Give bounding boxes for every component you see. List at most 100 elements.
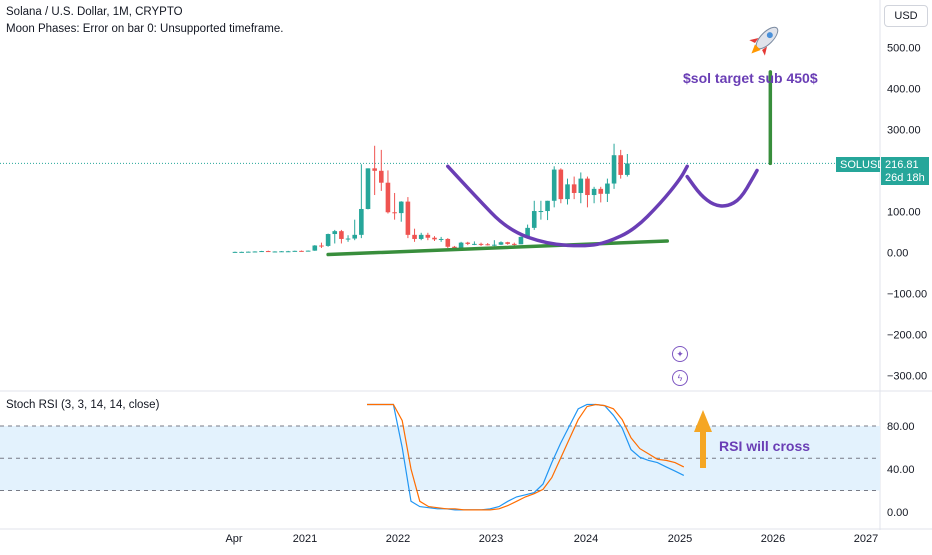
stoch-axis-label: 80.00: [887, 421, 915, 433]
candle-body: [418, 234, 424, 239]
rocket-window: [766, 32, 773, 39]
price-axis-label: 500.00: [887, 42, 921, 54]
cup-handle: [685, 168, 759, 208]
time-axis-label: 2022: [386, 533, 410, 545]
candle-body: [558, 169, 564, 200]
candle-body: [545, 200, 550, 212]
candle-body: [352, 234, 357, 239]
candle-body: [598, 188, 604, 194]
candle-body: [272, 251, 278, 253]
candle-body: [445, 238, 451, 247]
chart-title: Solana / U.S. Dollar, 1M, CRYPTO: [6, 6, 183, 18]
candle-body: [625, 163, 630, 175]
candle-body: [312, 245, 318, 251]
candle-body: [478, 243, 484, 245]
rsi-up-arrow-head: [694, 410, 712, 432]
candle-body: [246, 251, 251, 253]
candle-body: [285, 251, 291, 253]
candle-body: [299, 250, 304, 252]
sparkle-event-icon[interactable]: ✦: [672, 346, 688, 362]
candle-body: [472, 243, 477, 245]
candle-body: [372, 168, 377, 171]
rocket-fin-left: [749, 38, 759, 43]
candle-body: [239, 251, 244, 253]
time-axis-label: 2026: [761, 533, 785, 545]
price-axis-label: −200.00: [887, 330, 927, 342]
price-axis-label: −100.00: [887, 289, 927, 301]
candle-body: [525, 227, 530, 237]
currency-button[interactable]: USD: [884, 5, 928, 27]
candle-body: [605, 183, 610, 194]
lightning-event-icon[interactable]: ϟ: [672, 370, 688, 386]
candle-body: [578, 178, 584, 193]
candle-body: [452, 246, 457, 249]
candle-body: [305, 250, 311, 252]
candle-body: [505, 242, 510, 244]
rsi-up-arrow-shaft: [700, 430, 706, 468]
candle-body: [345, 238, 351, 240]
candle-body: [279, 251, 284, 253]
candle-body: [485, 244, 490, 246]
price-axis-label: 300.00: [887, 124, 921, 136]
candle-body: [379, 170, 384, 183]
candle-body: [438, 238, 444, 240]
candle-body: [611, 155, 617, 184]
candle-body: [538, 211, 544, 213]
candle-body: [565, 184, 570, 200]
candle-body: [585, 178, 590, 196]
time-axis-label: 2021: [293, 533, 317, 545]
candle-body: [465, 242, 471, 244]
candle-body: [319, 245, 324, 247]
price-axis-label: −300.00: [887, 371, 927, 383]
candle-body: [392, 212, 397, 214]
time-axis-label: 2024: [574, 533, 598, 545]
price-axis-label: 0.00: [887, 248, 908, 260]
cup-curve: [446, 164, 689, 248]
candle-body: [618, 155, 623, 175]
rocket-icon: [749, 26, 779, 56]
candle-body: [325, 234, 331, 246]
candle-body: [591, 188, 597, 196]
time-axis-label: 2027: [854, 533, 878, 545]
candle-body: [512, 243, 517, 245]
last-price-tag: 216.81: [881, 157, 929, 172]
rocket-fin-right: [762, 46, 767, 56]
candle-body: [259, 251, 264, 253]
candle-body: [232, 251, 238, 253]
time-axis-label: Apr: [225, 533, 242, 545]
candle-body: [252, 251, 258, 253]
stoch-rsi-title: Stoch RSI (3, 3, 14, 14, close): [6, 399, 160, 411]
stoch-axis-label: 0.00: [887, 507, 908, 519]
target-annotation: $sol target sub 450$: [683, 70, 818, 86]
candle-body: [398, 201, 404, 214]
time-axis-label: 2023: [479, 533, 503, 545]
time-axis-label: 2025: [668, 533, 692, 545]
bar-countdown-tag: 26d 18h: [881, 170, 929, 185]
candle-body: [339, 231, 344, 239]
support-line: [326, 239, 669, 257]
candle-body: [518, 236, 524, 245]
candle-body: [551, 169, 557, 201]
candle-body: [571, 184, 577, 193]
rsi-annotation: RSI will cross: [719, 438, 811, 454]
candle-body: [412, 234, 417, 239]
candle-body: [432, 237, 437, 240]
rocket-flame: [751, 44, 761, 54]
candle-body: [365, 168, 371, 209]
candle-body: [458, 242, 464, 249]
candle-body: [265, 251, 271, 253]
candle-body: [359, 208, 364, 235]
stoch-k-line: [367, 403, 685, 511]
candle-body: [531, 211, 537, 228]
candle-body: [385, 182, 391, 213]
candle-body: [425, 234, 431, 238]
candle-body: [492, 244, 497, 246]
candle-body: [405, 201, 411, 235]
candle-body: [332, 231, 338, 235]
price-axis-label: 400.00: [887, 83, 921, 95]
symbol-tag: SOLUSD: [836, 157, 885, 172]
indicator-error-message: Moon Phases: Error on bar 0: Unsupported…: [6, 23, 284, 35]
stoch-d-line: [367, 403, 685, 511]
price-axis-label: 100.00: [887, 206, 921, 218]
